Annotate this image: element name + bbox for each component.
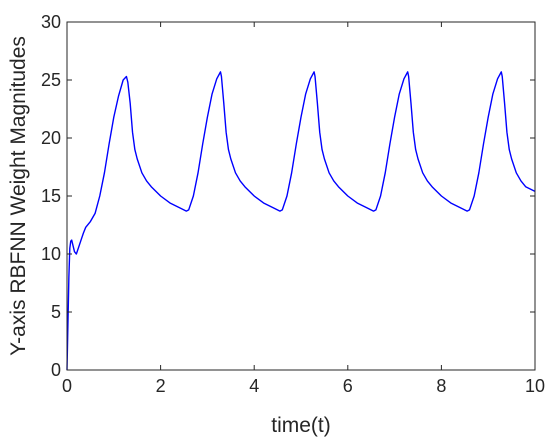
x-tick-label: 0 (62, 376, 72, 396)
x-tick-label: 8 (436, 376, 446, 396)
y-tick-label: 25 (41, 70, 61, 90)
y-tick-label: 10 (41, 244, 61, 264)
x-tick-label: 6 (343, 376, 353, 396)
y-tick-label: 30 (41, 12, 61, 32)
plot-box (66, 21, 536, 371)
y-tick-label: 15 (41, 186, 61, 206)
y-tick-label: 5 (51, 302, 61, 322)
x-tick-label: 2 (156, 376, 166, 396)
x-tick-label: 10 (525, 376, 545, 396)
x-axis-label: time(t) (271, 414, 331, 437)
y-tick-label: 20 (41, 128, 61, 148)
x-tick-label: 4 (249, 376, 259, 396)
y-axis-label: Y-axis RBFNN Weight Magnitudes (7, 36, 30, 356)
series-line-1 (66, 71, 536, 371)
tick-labels: 0 2 4 6 8 10 0 5 10 15 20 25 30 (41, 12, 545, 396)
plot-lines (66, 71, 536, 371)
y-tick-label: 0 (51, 360, 61, 380)
